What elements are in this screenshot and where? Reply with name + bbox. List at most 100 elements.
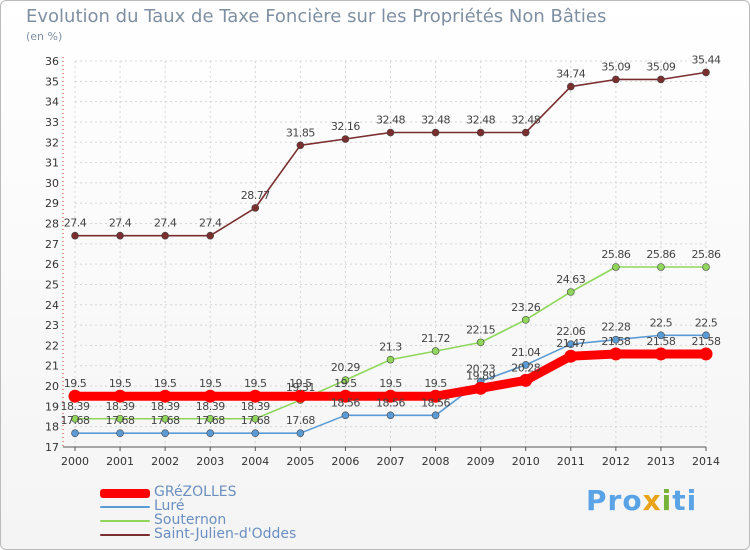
data-label: 17.68 [61, 414, 90, 427]
data-label: 31.85 [286, 126, 315, 139]
data-label: 17.68 [241, 414, 270, 427]
data-point [654, 347, 668, 361]
y-tick-label: 21 [45, 360, 59, 373]
y-tick-label: 30 [45, 177, 59, 190]
data-point [206, 231, 215, 240]
logo-text-x: x [642, 484, 662, 517]
data-label: 17.68 [286, 414, 315, 427]
data-point [161, 414, 169, 423]
data-point [116, 231, 124, 240]
data-point [68, 389, 82, 403]
data-point [521, 361, 530, 369]
x-tick-label: 2005 [286, 455, 314, 468]
data-label: 18.39 [61, 400, 90, 413]
data-label: 35.09 [601, 60, 630, 73]
data-point [293, 389, 307, 403]
data-label: 32.48 [511, 114, 540, 127]
data-label: 22.5 [695, 316, 718, 329]
data-point [71, 231, 79, 240]
data-point [341, 135, 350, 143]
y-tick-label: 24 [45, 299, 59, 312]
data-point [248, 389, 262, 403]
data-label: 19.31 [286, 381, 315, 394]
data-point [431, 128, 440, 137]
y-axis-unit: (en %) [26, 30, 63, 43]
legend-swatch [100, 488, 150, 498]
y-tick-label: 26 [45, 258, 59, 271]
data-label: 27.4 [199, 217, 222, 230]
data-point [519, 373, 533, 387]
data-label: 19.89 [466, 369, 495, 382]
data-label: 19.5 [199, 377, 222, 390]
data-point [609, 347, 623, 361]
data-label: 21.3 [379, 341, 402, 354]
data-point [564, 349, 578, 363]
data-label: 19.5 [244, 377, 267, 390]
data-point [431, 411, 440, 420]
data-label: 32.48 [466, 114, 495, 127]
legend-label: Luré [154, 498, 185, 514]
data-point [699, 347, 713, 361]
x-tick-label: 2003 [196, 455, 224, 468]
data-label: 19.5 [334, 377, 357, 390]
data-label: 35.44 [692, 53, 721, 66]
data-label: 19.5 [109, 377, 132, 390]
data-point [206, 414, 215, 423]
y-tick-label: 29 [45, 197, 59, 210]
data-label: 28.77 [241, 189, 270, 202]
data-label: 21.72 [421, 332, 450, 345]
data-point [612, 75, 620, 84]
data-label: 22.15 [466, 323, 495, 336]
data-label: 22.06 [556, 325, 585, 338]
data-point [521, 128, 530, 137]
x-tick-label: 2001 [106, 455, 134, 468]
data-label: 19.5 [64, 377, 87, 390]
data-point [657, 75, 665, 84]
data-point [341, 411, 350, 420]
y-tick-label: 20 [45, 380, 59, 393]
data-label: 23.26 [511, 301, 540, 314]
data-label: 19.5 [379, 377, 402, 390]
data-point [612, 335, 620, 344]
data-label: 20.28 [511, 361, 540, 374]
data-label: 17.68 [196, 414, 225, 427]
data-point [657, 263, 665, 271]
data-point [566, 288, 575, 296]
data-label: 17.68 [151, 414, 180, 427]
y-tick-label: 36 [45, 55, 59, 68]
x-tick-label: 2000 [61, 455, 89, 468]
data-point [657, 331, 665, 340]
data-point [341, 376, 350, 384]
data-label: 22.28 [601, 321, 630, 334]
data-point [612, 263, 620, 271]
data-label: 18.56 [376, 396, 405, 409]
data-label: 20.23 [466, 362, 495, 375]
y-tick-label: 17 [45, 441, 59, 454]
data-point [566, 340, 575, 349]
y-tick-label: 31 [45, 157, 59, 170]
data-label: 35.09 [646, 60, 675, 73]
data-point [158, 389, 172, 403]
data-label: 20.29 [331, 361, 360, 374]
y-tick-label: 32 [45, 136, 59, 149]
data-label: 18.39 [196, 400, 225, 413]
data-point [161, 231, 169, 240]
data-point [206, 429, 215, 437]
y-tick-label: 34 [45, 96, 59, 109]
data-label: 32.48 [376, 114, 405, 127]
data-label: 34.74 [556, 68, 585, 81]
data-label: 25.86 [692, 248, 721, 261]
data-point [521, 316, 530, 324]
data-point [71, 414, 79, 423]
y-tick-label: 27 [45, 238, 59, 251]
legend-swatch [100, 506, 150, 508]
data-label: 21.58 [692, 335, 721, 348]
data-point [476, 128, 485, 137]
chart-title: Evolution du Taux de Taxe Foncière sur l… [26, 6, 607, 27]
data-label: 27.4 [64, 217, 87, 230]
x-tick-label: 2007 [377, 455, 405, 468]
x-tick-label: 2006 [331, 455, 359, 468]
data-point [702, 68, 710, 77]
